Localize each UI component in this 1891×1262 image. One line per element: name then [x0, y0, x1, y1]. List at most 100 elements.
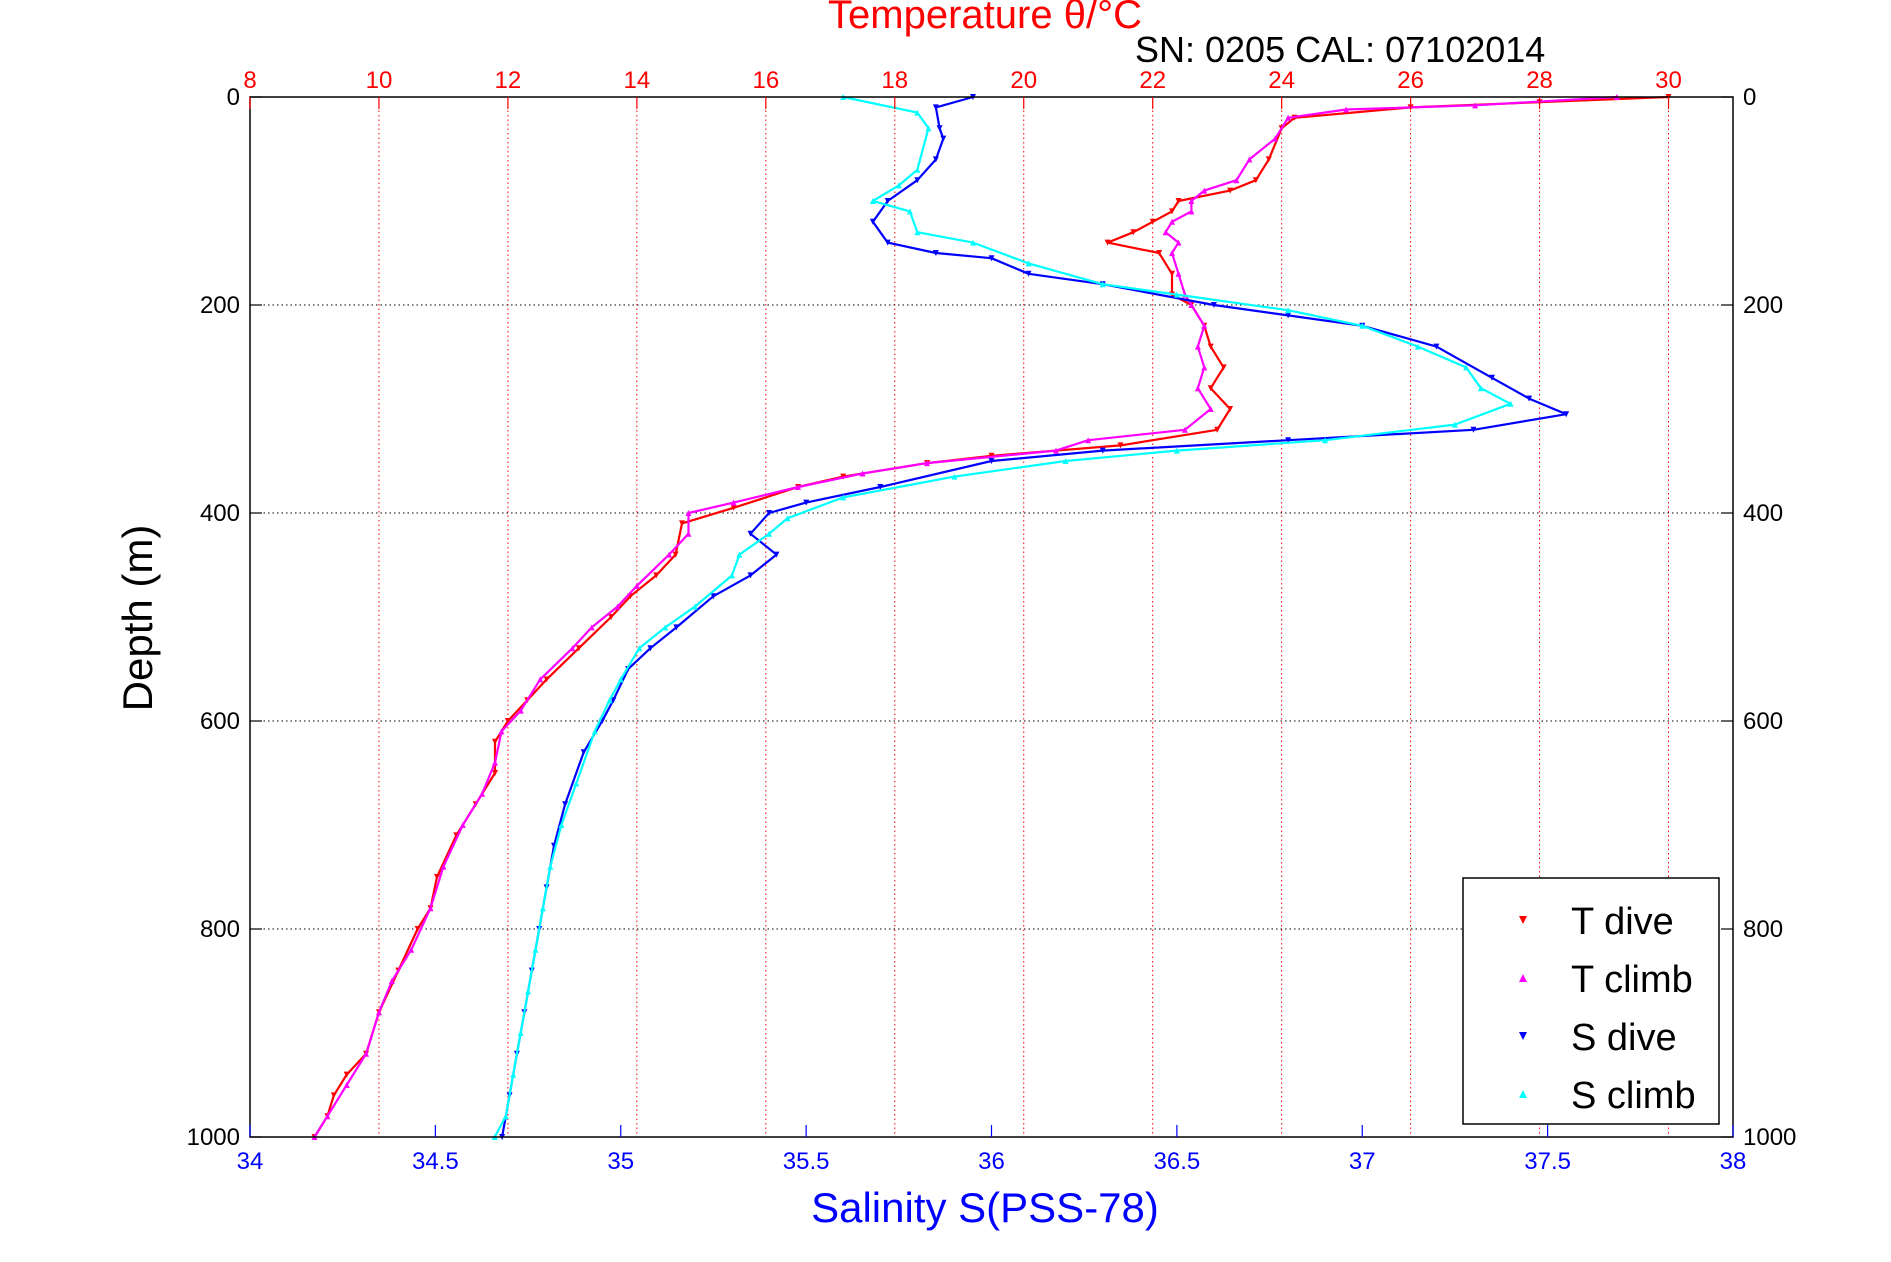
data-point	[1130, 229, 1137, 236]
data-point	[1285, 437, 1292, 444]
data-point	[1149, 218, 1156, 225]
data-point	[766, 530, 773, 537]
data-point	[1207, 343, 1214, 350]
data-point	[543, 676, 550, 683]
x-bottom-tick-label: 35.5	[783, 1148, 830, 1175]
data-point	[479, 790, 486, 797]
data-point	[537, 676, 544, 683]
data-point	[784, 515, 791, 522]
data-point	[1201, 322, 1208, 329]
y-left-tick-label: 1000	[187, 1124, 240, 1151]
data-point	[1463, 364, 1470, 371]
data-point	[532, 946, 539, 953]
data-point	[1169, 270, 1176, 277]
data-point	[840, 494, 847, 501]
data-point	[914, 109, 921, 116]
data-point	[606, 697, 613, 704]
data-point	[1169, 208, 1176, 215]
data-point	[647, 645, 654, 652]
data-point	[1433, 343, 1440, 350]
data-point	[1210, 302, 1217, 308]
data-point	[1173, 291, 1180, 298]
series-trace	[493, 95, 1512, 1138]
data-point	[869, 218, 876, 225]
data-point	[1194, 385, 1201, 392]
data-point	[459, 822, 466, 828]
data-point	[1173, 447, 1180, 454]
data-point	[1359, 322, 1366, 329]
data-point	[730, 504, 737, 511]
data-point	[610, 697, 617, 704]
x-top-tick-label: 22	[1139, 67, 1166, 94]
data-point	[492, 770, 499, 776]
data-point	[492, 759, 499, 766]
legend-label: S dive	[1571, 1017, 1677, 1059]
data-point	[1188, 198, 1195, 204]
data-point	[877, 484, 884, 490]
data-point	[773, 551, 780, 558]
data-point	[1169, 250, 1176, 256]
data-point	[388, 978, 395, 984]
legend-label: T climb	[1571, 959, 1693, 1001]
data-point	[914, 177, 921, 184]
data-point	[617, 676, 624, 683]
data-point	[932, 250, 939, 256]
data-point	[608, 614, 615, 620]
data-point	[1099, 281, 1106, 288]
data-point	[573, 780, 580, 787]
data-point	[1285, 307, 1292, 314]
legend-marker	[1519, 1090, 1527, 1098]
data-point	[1451, 421, 1458, 428]
data-point	[1188, 302, 1195, 308]
data-point	[895, 182, 902, 189]
data-point	[498, 728, 505, 735]
data-point	[1104, 239, 1111, 246]
data-point	[988, 458, 995, 464]
data-point	[1220, 364, 1227, 371]
x-top-tick-label: 16	[752, 67, 779, 94]
data-point	[1563, 411, 1570, 418]
data-point	[747, 572, 754, 579]
y-right-tick-label: 200	[1743, 292, 1783, 319]
data-point	[330, 1092, 337, 1099]
data-point	[433, 874, 440, 880]
data-point	[591, 728, 598, 735]
y-left-tick-label: 400	[200, 500, 240, 527]
data-point	[672, 551, 679, 558]
data-point	[736, 551, 743, 558]
data-point	[747, 530, 754, 537]
data-point	[1214, 426, 1221, 433]
data-point	[1252, 177, 1259, 184]
data-point	[730, 499, 737, 506]
data-point	[575, 645, 582, 652]
data-point	[517, 1030, 524, 1036]
data-point	[1526, 395, 1533, 402]
data-point	[614, 603, 621, 610]
data-point	[525, 988, 532, 995]
x-top-tick-label: 8	[243, 67, 256, 94]
data-point	[547, 863, 554, 870]
legend: T dive T climb S dive S climb	[1462, 877, 1720, 1125]
data-point	[1246, 156, 1253, 163]
data-point	[1201, 364, 1208, 371]
data-point	[633, 582, 640, 589]
x-bottom-tick-label: 34	[237, 1148, 264, 1175]
x-top-tick-label: 30	[1655, 67, 1682, 94]
data-point	[1285, 114, 1292, 121]
data-point	[673, 624, 680, 631]
data-point	[1099, 447, 1106, 454]
x-bottom-tick-label: 37.5	[1524, 1148, 1571, 1175]
y-right-tick-label: 400	[1743, 500, 1783, 527]
chart-annotation: SN: 0205 CAL: 07102014	[1135, 29, 1545, 70]
data-point	[504, 718, 511, 724]
data-point	[440, 863, 447, 870]
data-point	[1233, 177, 1240, 184]
data-point	[906, 208, 913, 215]
data-point	[1117, 442, 1124, 449]
series-trace	[501, 95, 1568, 1138]
data-point	[502, 1113, 509, 1120]
data-point	[1156, 250, 1163, 256]
y-right-tick-label: 600	[1743, 708, 1783, 735]
data-point	[940, 135, 947, 142]
